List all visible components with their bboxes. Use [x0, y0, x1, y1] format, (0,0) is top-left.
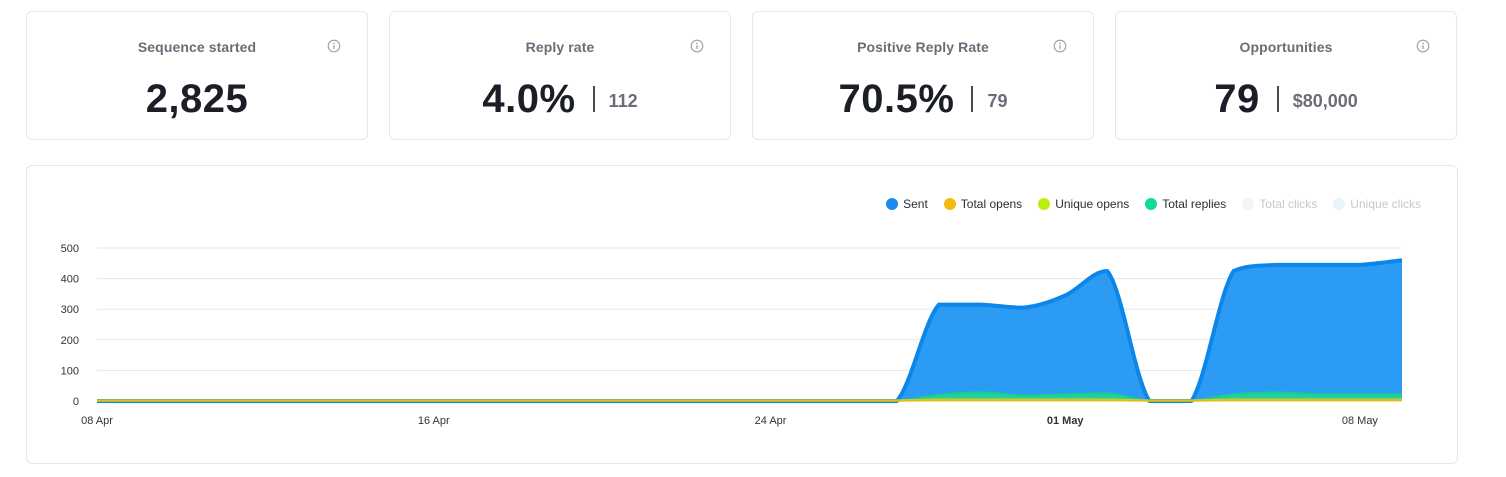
- stat-secondary-value: $80,000: [1292, 90, 1358, 111]
- stat-card-opportunities: Opportunities 79 $80,000: [1115, 11, 1457, 140]
- legend-label: Unique clicks: [1350, 197, 1421, 211]
- stat-title: Sequence started: [137, 39, 257, 55]
- series-area-sent[interactable]: [97, 260, 1402, 401]
- y-tick-label: 0: [73, 396, 79, 408]
- legend-item-unique-clicks[interactable]: Unique clicks: [1333, 197, 1421, 211]
- legend-label: Total clicks: [1259, 197, 1318, 211]
- info-icon[interactable]: [1053, 39, 1067, 53]
- value-divider: [971, 86, 974, 112]
- series-areas: [97, 258, 1403, 403]
- stat-value: 2,825: [145, 76, 249, 121]
- y-tick-label: 500: [61, 243, 79, 255]
- area-chart: 500 400 300 200 100 0 08 Apr 16 Apr 24 Apr 01 Ma…: [61, 243, 1403, 427]
- legend-dot: [1145, 198, 1158, 210]
- value-divider: [592, 86, 595, 112]
- stat-value: 70.5%: [838, 76, 955, 121]
- legend-item-sent[interactable]: Sent: [886, 197, 928, 211]
- legend-item-total-opens[interactable]: Total opens: [943, 197, 1023, 211]
- stat-secondary-value: 112: [608, 90, 638, 111]
- stat-card-sequence-started: Sequence started 2,825: [26, 11, 368, 140]
- stat-value-row: 79 $80,000: [1116, 74, 1456, 124]
- legend-dot: [1038, 198, 1051, 210]
- legend-label: Unique opens: [1055, 197, 1130, 211]
- chart-legend: Sent Total opens Unique opens Total repl…: [870, 197, 1421, 211]
- x-tick-label: 08 Apr: [81, 415, 113, 427]
- legend-item-unique-opens[interactable]: Unique opens: [1038, 197, 1129, 211]
- x-tick-label: 01 May: [1047, 415, 1085, 427]
- legend-dot: [1242, 198, 1255, 210]
- legend-label: Total opens: [960, 197, 1023, 211]
- stat-title: Opportunities: [1239, 39, 1333, 55]
- stat-card-reply-rate: Reply rate 4.0% 112: [389, 11, 731, 140]
- y-tick-label: 300: [61, 304, 79, 316]
- legend-item-total-replies[interactable]: Total replies: [1145, 197, 1226, 211]
- info-icon[interactable]: [690, 39, 704, 53]
- y-tick-label: 400: [61, 274, 79, 286]
- stat-value: 4.0%: [482, 76, 576, 121]
- x-tick-label: 16 Apr: [418, 415, 450, 427]
- y-axis-ticks: 500 400 300 200 100 0: [61, 243, 79, 408]
- legend-dot: [886, 198, 899, 210]
- stat-title: Reply rate: [525, 39, 595, 55]
- legend-label: Total replies: [1162, 197, 1227, 211]
- info-icon[interactable]: [327, 39, 341, 53]
- stat-value-row: 4.0% 112: [390, 74, 730, 124]
- y-tick-label: 100: [61, 365, 79, 377]
- y-tick-label: 200: [61, 335, 79, 347]
- legend-dot: [943, 198, 956, 210]
- x-axis-ticks: 08 Apr 16 Apr 24 Apr 01 May 08 May: [81, 415, 1378, 427]
- stat-value-row: 2,825: [27, 74, 367, 124]
- stat-card-positive-reply-rate: Positive Reply Rate 70.5% 79: [752, 11, 1094, 140]
- activity-chart-card: Sent Total opens Unique opens Total repl…: [26, 165, 1458, 464]
- stat-value-row: 70.5% 79: [753, 74, 1093, 124]
- x-tick-label: 24 Apr: [755, 415, 787, 427]
- stat-value: 79: [1214, 76, 1260, 121]
- legend-item-total-clicks[interactable]: Total clicks: [1242, 197, 1317, 211]
- x-tick-label: 08 May: [1342, 415, 1379, 427]
- legend-dot: [1333, 198, 1346, 210]
- info-icon[interactable]: [1416, 39, 1430, 53]
- stat-title: Positive Reply Rate: [857, 39, 989, 55]
- value-divider: [1276, 86, 1279, 112]
- stat-secondary-value: 79: [987, 90, 1008, 111]
- legend-label: Sent: [903, 197, 928, 211]
